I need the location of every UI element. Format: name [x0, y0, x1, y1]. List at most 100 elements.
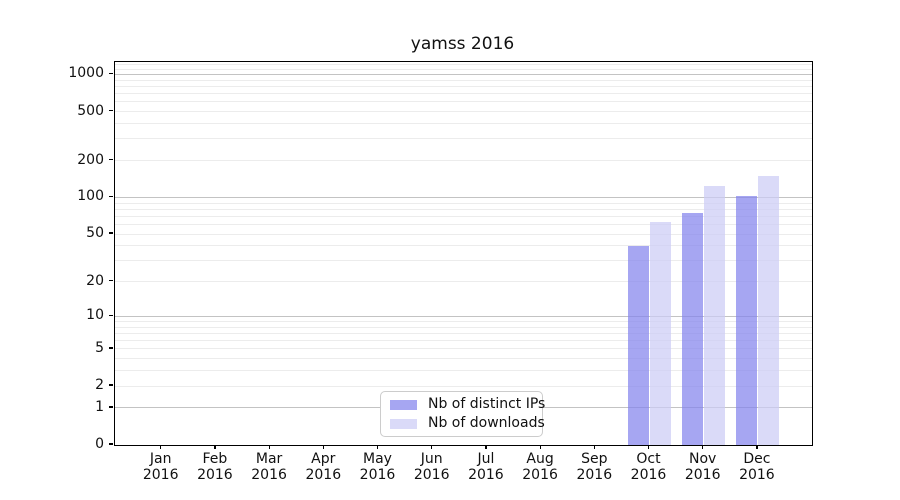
x-axis-label-year: 2016 — [251, 466, 287, 483]
minor-gridline — [115, 348, 812, 350]
x-axis-label: Jul 2016 — [454, 451, 518, 483]
x-axis-label-month: Jun — [420, 451, 443, 467]
minor-gridline — [115, 79, 812, 81]
plot-area — [114, 61, 813, 446]
minor-gridline — [115, 370, 812, 372]
y-tick-mark — [109, 443, 113, 445]
minor-gridline — [115, 260, 812, 262]
major-gridline — [115, 73, 812, 75]
x-axis-label-month: Feb — [202, 451, 228, 467]
x-axis-label: Apr 2016 — [291, 451, 355, 483]
minor-gridline — [115, 101, 812, 103]
x-tick-mark — [756, 445, 758, 450]
x-axis-label-year: 2016 — [684, 466, 721, 483]
x-axis-label-year: 2016 — [630, 466, 667, 483]
x-axis-label-month: Apr — [311, 451, 336, 467]
x-tick-mark — [214, 445, 216, 450]
x-axis-label: May 2016 — [346, 451, 410, 483]
y-tick-mark — [109, 347, 113, 349]
y-tick-mark — [109, 406, 113, 408]
y-tick-mark — [109, 280, 113, 282]
minor-gridline — [115, 326, 812, 328]
minor-gridline — [115, 111, 812, 113]
y-axis-label: 2 — [95, 377, 104, 394]
major-gridline — [115, 196, 812, 198]
y-axis-label: 50 — [86, 225, 104, 242]
x-axis-label-year: 2016 — [413, 466, 450, 483]
minor-gridline — [115, 340, 812, 342]
x-tick-mark — [485, 445, 487, 450]
x-axis-label-month: Jul — [477, 451, 495, 467]
minor-gridline — [115, 68, 812, 70]
y-axis-label: 1 — [95, 398, 104, 415]
minor-gridline — [115, 245, 812, 247]
x-axis-label: Sep 2016 — [562, 451, 626, 483]
minor-gridline — [115, 385, 812, 387]
bar-downloads — [758, 175, 780, 445]
minor-gridline — [115, 64, 812, 66]
x-axis-label: Jun 2016 — [400, 451, 464, 483]
legend-item: Nb of downloads — [390, 415, 545, 432]
x-tick-mark — [593, 445, 595, 450]
x-axis-label-year: 2016 — [522, 466, 558, 483]
minor-gridline — [115, 122, 812, 124]
minor-gridline — [115, 332, 812, 334]
minor-gridline — [115, 281, 812, 283]
minor-gridline — [115, 208, 812, 210]
y-axis-label: 20 — [86, 272, 104, 289]
x-axis-label-year: 2016 — [359, 466, 396, 483]
x-axis-label: Oct 2016 — [617, 451, 681, 483]
y-axis-label: 200 — [77, 151, 104, 168]
minor-gridline — [115, 320, 812, 322]
major-gridline — [115, 315, 812, 317]
bar-distinct-ips — [682, 213, 704, 445]
y-tick-mark — [109, 384, 113, 386]
x-axis-label-year: 2016 — [576, 466, 613, 483]
y-tick-mark — [109, 72, 113, 75]
y-axis-label: 100 — [77, 188, 104, 205]
x-axis-label-year: 2016 — [468, 466, 504, 483]
legend-label: Nb of downloads — [428, 415, 545, 431]
x-tick-mark — [431, 445, 433, 450]
minor-gridline — [115, 92, 812, 94]
legend: Nb of distinct IPs Nb of downloads — [380, 391, 545, 437]
legend-label: Nb of distinct IPs — [428, 396, 546, 412]
x-axis-label-year: 2016 — [142, 466, 179, 483]
legend-swatch — [390, 399, 417, 410]
minor-gridline — [115, 223, 812, 225]
minor-gridline — [115, 358, 812, 360]
minor-gridline — [115, 85, 812, 87]
x-axis-label-month: Aug — [526, 451, 554, 467]
x-axis-label-year: 2016 — [739, 466, 775, 483]
x-axis-label: Mar 2016 — [237, 451, 301, 483]
y-axis-label: 10 — [86, 307, 104, 324]
x-tick-mark — [160, 445, 162, 450]
minor-gridline — [115, 202, 812, 204]
x-axis-label-month: Jan — [149, 451, 172, 467]
x-axis-label-year: 2016 — [305, 466, 342, 483]
x-axis-label-month: Mar — [255, 451, 283, 467]
x-tick-mark — [702, 445, 704, 450]
y-axis-label: 5 — [95, 339, 104, 356]
x-axis-label-year: 2016 — [197, 466, 233, 483]
x-axis-label-month: May — [363, 451, 392, 467]
legend-swatch — [390, 418, 417, 429]
legend-item: Nb of distinct IPs — [390, 396, 545, 413]
minor-gridline — [115, 138, 812, 140]
y-tick-mark — [109, 109, 113, 112]
x-axis-label-month: Dec — [743, 451, 771, 467]
y-axis-label: 1000 — [68, 65, 104, 82]
minor-gridline — [115, 160, 812, 161]
bar-downloads — [650, 221, 671, 445]
x-axis-label-month: Sep — [581, 451, 608, 467]
x-tick-mark — [322, 445, 324, 450]
x-axis-label-month: Nov — [689, 451, 717, 467]
x-tick-mark — [539, 445, 541, 450]
bar-distinct-ips — [736, 195, 758, 445]
x-axis-label-month: Oct — [636, 451, 661, 467]
y-axis-label: 0 — [95, 436, 104, 452]
x-axis-label: Feb 2016 — [183, 451, 247, 483]
x-tick-mark — [268, 445, 270, 450]
x-axis-label: Aug 2016 — [508, 451, 572, 483]
